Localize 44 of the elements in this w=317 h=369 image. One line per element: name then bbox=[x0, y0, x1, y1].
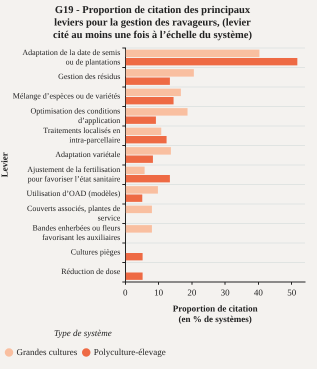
legend-label: Grandes cultures bbox=[16, 346, 78, 357]
x-tick-label: 50 bbox=[287, 288, 297, 298]
x-axis-title: Proportion de citation (en % de systèmes) bbox=[172, 303, 258, 324]
y-tick-label: Gestion des résidus bbox=[58, 72, 120, 82]
bar bbox=[126, 50, 260, 58]
y-tick-label: Bandes enherbées ou fleurs favorisant les auxiliaires bbox=[32, 223, 120, 242]
bar bbox=[126, 88, 181, 96]
bar bbox=[126, 225, 152, 233]
bar bbox=[126, 58, 298, 66]
y-tick-label: Traitements localisés en intra-parcellaire bbox=[43, 126, 121, 144]
x-tick-label: 20 bbox=[187, 288, 197, 298]
x-tick-label: 10 bbox=[154, 288, 164, 298]
bar bbox=[126, 166, 145, 174]
bar bbox=[126, 108, 188, 116]
bar bbox=[126, 128, 162, 136]
legend-title: Type de système bbox=[54, 328, 112, 338]
bar bbox=[126, 155, 153, 163]
bar bbox=[126, 194, 142, 202]
x-tick-label: 40 bbox=[254, 288, 264, 298]
bar bbox=[126, 116, 156, 124]
y-tick-label: Ajustement de la fertilisation pour favoriser l’état sanitaire bbox=[27, 164, 121, 184]
y-tick-label: Adaptation variétale bbox=[55, 150, 121, 160]
y-tick-label: Réduction de dose bbox=[61, 267, 121, 276]
y-tick-label: Cultures pièges bbox=[70, 248, 120, 257]
y-axis-title: Levier bbox=[0, 152, 10, 178]
bar bbox=[126, 272, 143, 280]
bar bbox=[126, 186, 158, 194]
y-tick-label: Mélange d’espèces ou de variétés bbox=[12, 92, 120, 101]
y-tick-label: Adaptation de la date de semis ou de plantations bbox=[22, 48, 120, 66]
x-tick-label: 0 bbox=[123, 288, 128, 298]
bar bbox=[126, 252, 143, 260]
bar bbox=[126, 69, 194, 77]
y-tick-label: Utilisation d’OAD (modèles) bbox=[26, 189, 121, 198]
legend-label: Polyculture-élevage bbox=[94, 346, 166, 357]
bar bbox=[126, 147, 171, 155]
chart-title: G19 - Proportion de citation des principaux leviers pour la gestion des ravageurs, (levier cité au moins une fois à l’échelle du système) bbox=[53, 5, 252, 42]
bar bbox=[126, 96, 174, 104]
bar bbox=[126, 136, 167, 144]
y-tick-label: Couverts associés, plantes de service bbox=[26, 204, 121, 222]
bar bbox=[126, 174, 170, 182]
x-tick-label: 30 bbox=[220, 288, 230, 298]
y-tick-label: Optimisation des conditions d’application bbox=[30, 106, 120, 125]
bar bbox=[126, 206, 152, 214]
bar bbox=[126, 77, 170, 85]
